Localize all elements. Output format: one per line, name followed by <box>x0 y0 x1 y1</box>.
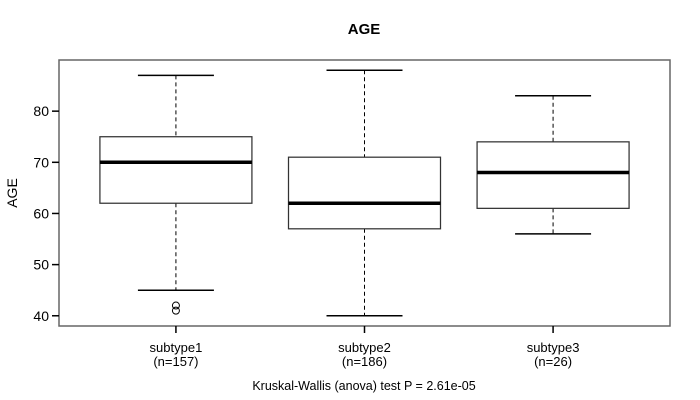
group-label: subtype3 <box>527 340 580 355</box>
iqr-box <box>287 156 442 230</box>
group-label: subtype1 <box>150 340 203 355</box>
outlier-point <box>171 306 180 315</box>
y-tick-label: 60 <box>33 205 49 221</box>
group-sublabel: (n=157) <box>153 354 198 369</box>
group-sublabel: (n=26) <box>534 354 572 369</box>
y-axis-label: AGE <box>4 178 20 208</box>
y-tick-label: 40 <box>33 308 49 324</box>
y-tick-label: 70 <box>33 154 49 170</box>
group-label: subtype2 <box>338 340 391 355</box>
iqr-box <box>99 136 253 204</box>
y-tick-label: 50 <box>33 257 49 273</box>
y-tick-label: 80 <box>33 103 49 119</box>
group-sublabel: (n=186) <box>342 354 387 369</box>
outlier-point <box>171 301 180 310</box>
iqr-box <box>476 141 630 209</box>
plot-area: 40 50 60 70 80 subtype1(n=157) subtype2(n=186)… <box>33 59 671 369</box>
chart-title: AGE <box>348 21 381 38</box>
stat-test-caption: Kruskal-Wallis (anova) test P = 2.61e-05 <box>252 379 475 393</box>
